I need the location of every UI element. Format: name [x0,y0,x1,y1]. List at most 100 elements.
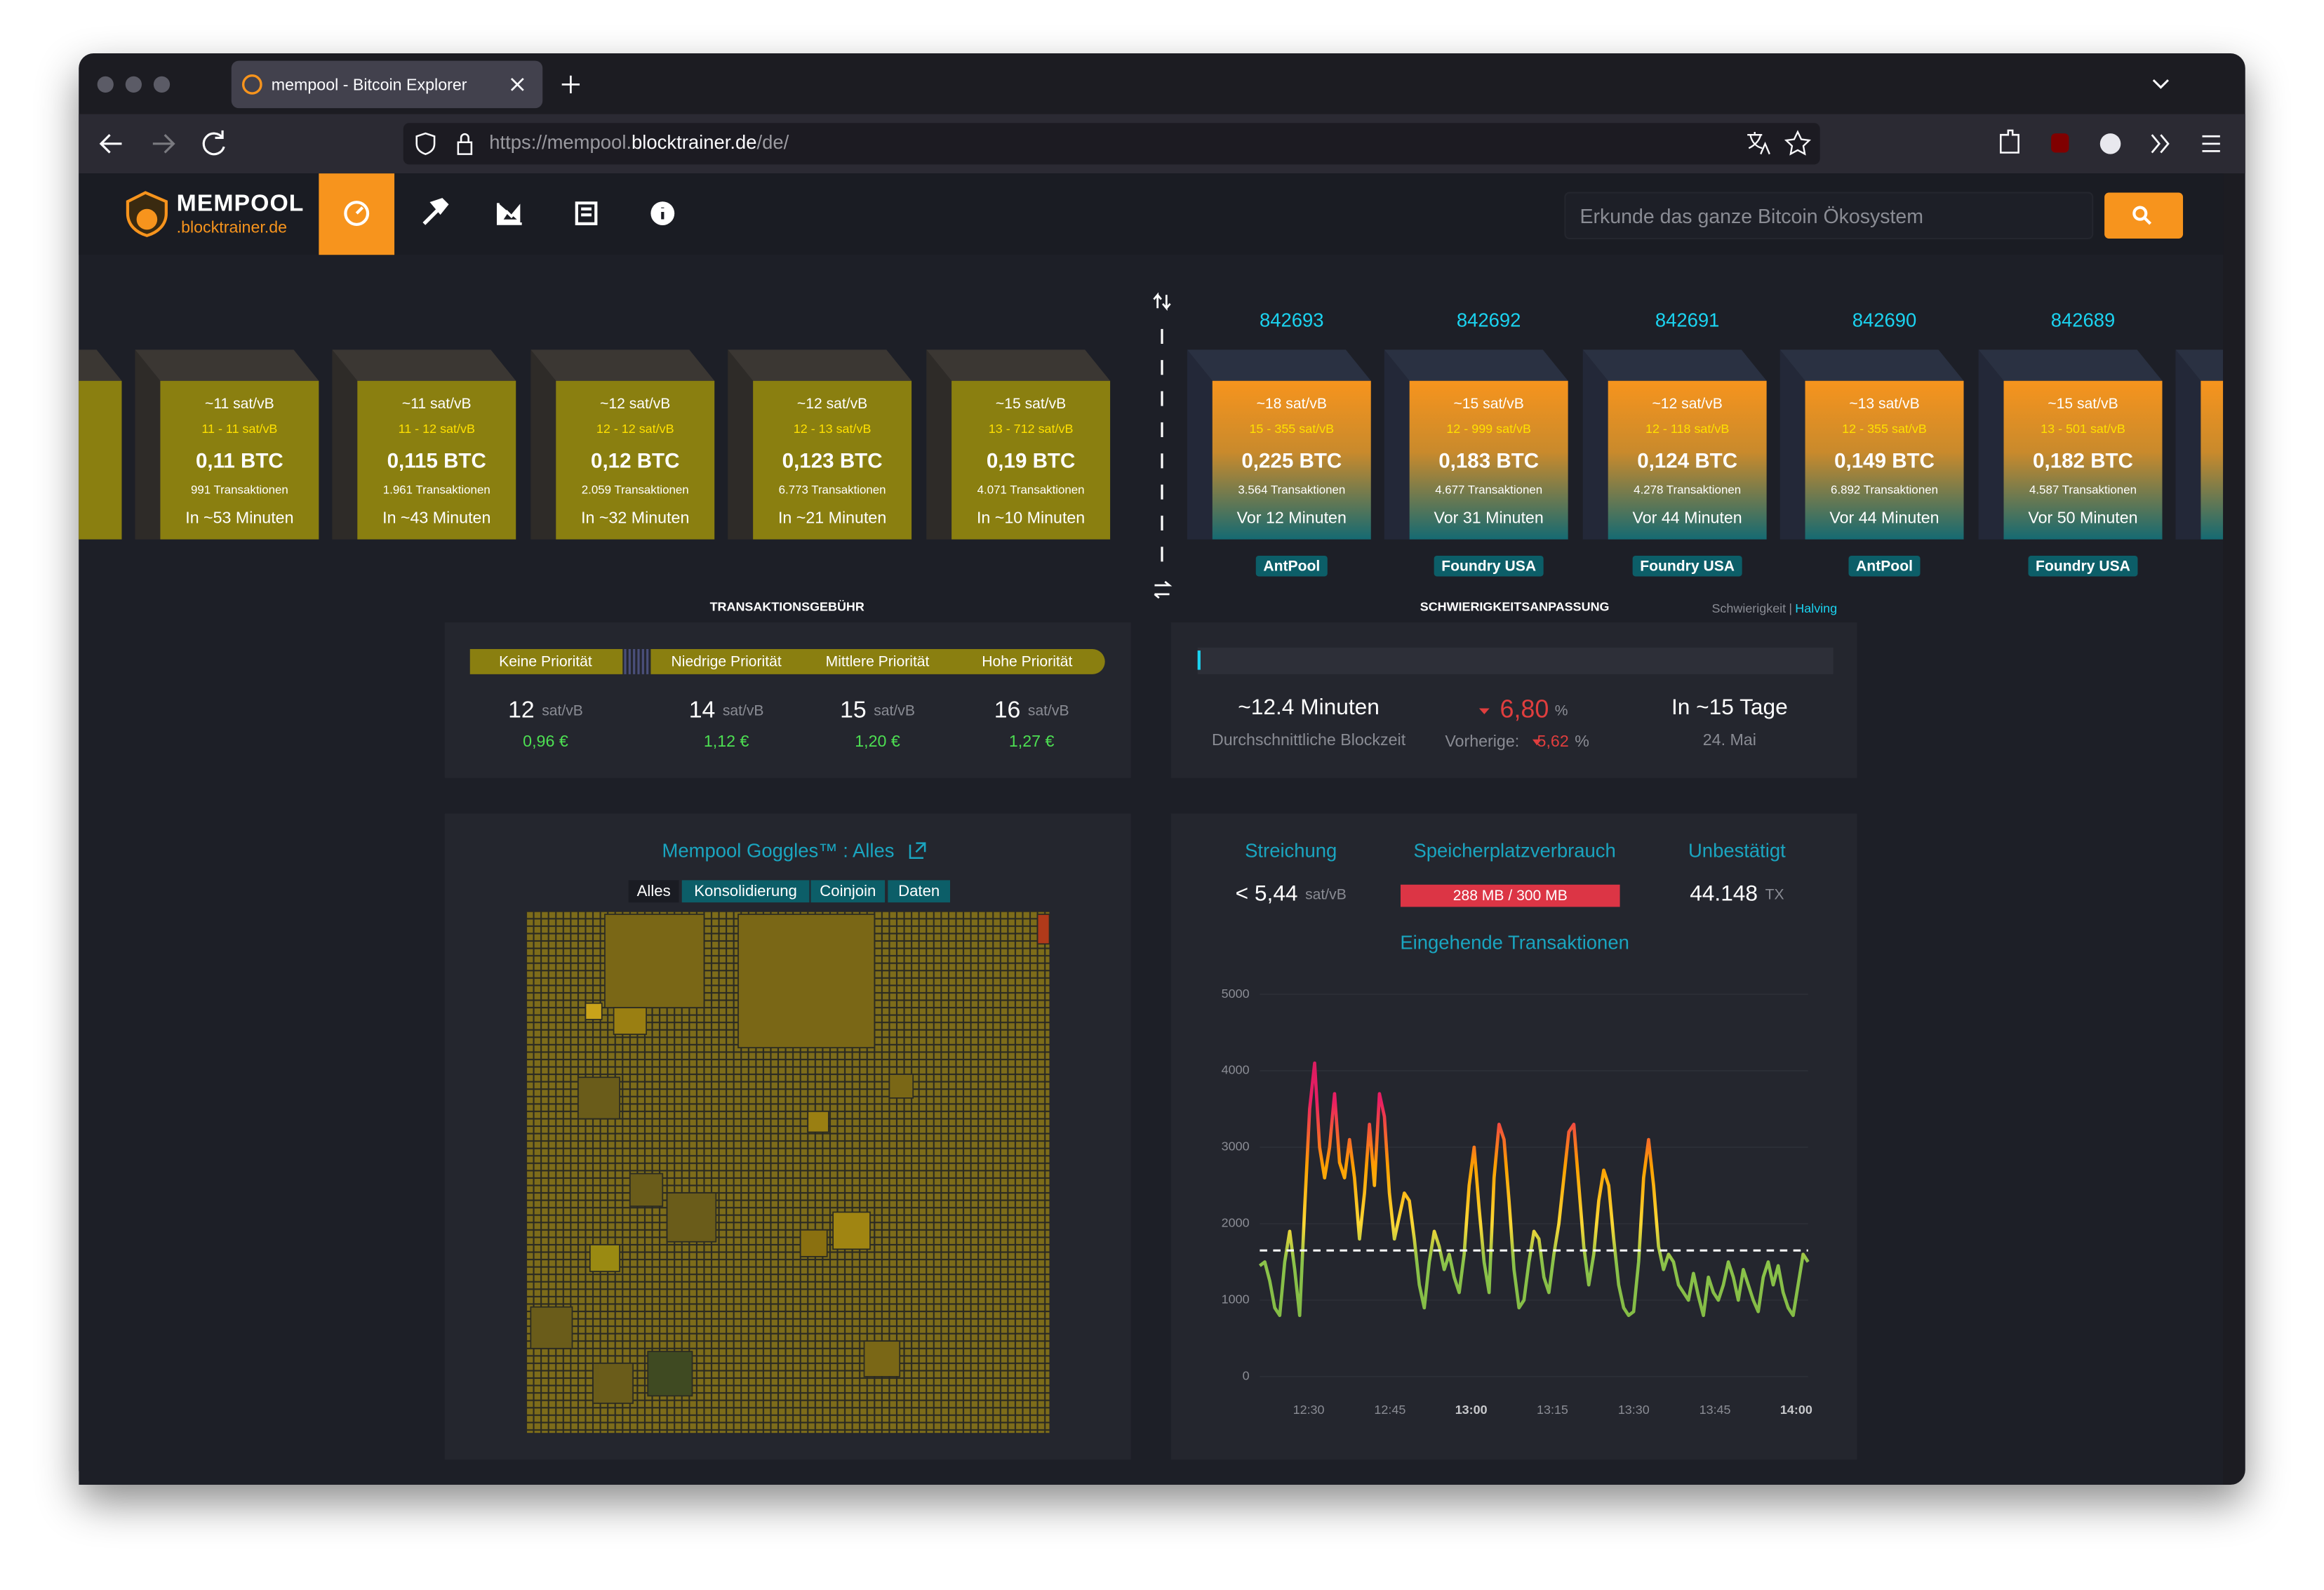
treemap-tx[interactable] [832,1211,871,1250]
nav-tools[interactable] [422,198,449,225]
menu-icon[interactable] [2202,135,2220,152]
previous-label: Vorherige: [1445,732,1519,750]
treemap-tx[interactable] [629,1173,664,1207]
filter-tab[interactable] [681,880,810,903]
block-time: In ~21 Minuten [778,508,886,526]
priority-bar-stripe [637,648,640,674]
mined-block-side [1978,349,2004,540]
block-fee-range: 15 - 355 sat/vB [1249,422,1334,436]
treemap-tx[interactable] [589,1244,620,1272]
extension-icon[interactable] [2000,129,2019,154]
nav-docs[interactable] [575,201,598,225]
nav-graphs[interactable] [496,203,522,225]
treemap-tx[interactable] [799,1229,828,1257]
x-tick-label: 13:00 [1455,1403,1488,1417]
filter-tab[interactable] [888,880,951,903]
shield-icon [415,132,436,155]
translate-icon[interactable] [1747,131,1770,155]
priority-bar-stripe [646,648,649,674]
treemap-tx[interactable] [666,1192,717,1243]
window-control[interactable] [125,76,142,93]
mined-block-front[interactable] [1805,380,1964,540]
window-control[interactable] [97,76,114,93]
mempool-block-front[interactable] [951,380,1111,540]
treemap-tx[interactable] [613,1007,647,1035]
logo-title: MEMPOOL [177,189,305,216]
previous-value: 5,62 [1537,732,1569,750]
treemap-tx[interactable] [592,1363,634,1404]
block-height: 842693 [1260,309,1324,331]
fee-rate: 16 [994,697,1021,723]
block-tx-count: 4.677 Transaktionen [1435,483,1542,496]
tab-list[interactable] [2152,79,2169,89]
memory-panel [1170,813,1857,1460]
ublock-icon[interactable] [2051,133,2069,153]
tab-difficulty[interactable]: Schwierigkeit [1711,601,1786,615]
filter-tab[interactable] [628,880,679,903]
mined-block-front[interactable] [1212,380,1371,540]
block-time: Vor 12 Minuten [1237,508,1347,526]
nav-dashboard-active[interactable] [319,173,395,255]
priority-rate: 16 sat/vB [994,697,1069,723]
treemap-tx[interactable] [585,1002,603,1020]
treemap-tx[interactable] [577,1076,620,1120]
x-tick-label: 13:45 [1699,1403,1731,1417]
url-bar[interactable] [403,123,1820,165]
treemap-tx[interactable] [863,1340,901,1377]
search-input[interactable] [1564,192,2094,240]
memory-usage-bar [1401,884,1620,907]
mempool-block-top [79,349,122,381]
block-size: 0,124 BTC [1637,450,1737,473]
bookmark-star[interactable] [1784,130,1812,156]
priority-fiat: 0,96 € [523,732,568,750]
block-fee: ~11 sat/vB [402,396,472,412]
mempool-block-side [530,349,556,540]
block-size: 0,225 BTC [1241,450,1342,473]
search-button[interactable] [2104,192,2184,239]
mined-block-front[interactable] [1608,380,1767,540]
priority-fiat: 1,12 € [704,732,749,750]
mined-block-front[interactable] [2003,380,2163,540]
mempool-block-top [530,349,715,381]
mempool-block-front[interactable] [160,380,319,540]
treemap-tx[interactable] [647,1351,693,1397]
mempool-block-top [728,349,912,381]
unconfirmed-value: 44.148 TX [1690,881,1784,906]
fee-unit: sat/vB [1028,702,1069,719]
mined-block-side [2175,349,2201,540]
block-time: In ~32 Minuten [581,508,689,526]
mempool-block-front[interactable] [556,380,715,540]
tab-close[interactable] [510,77,524,91]
vpn-icon[interactable] [2099,133,2121,154]
tab-halving[interactable]: Halving [1795,601,1837,615]
new-tab[interactable] [561,75,580,94]
reload-button[interactable] [202,130,225,156]
active-tab[interactable] [231,60,543,109]
difficulty-progress-fill [1197,650,1201,670]
treemap-tx[interactable] [888,1074,914,1099]
unconfirmed-unit: TX [1765,886,1784,902]
mined-block-front[interactable] [1409,380,1568,540]
filter-tab[interactable] [810,880,886,903]
block-tx-count: 6.892 Transaktionen [1831,483,1938,496]
mempool-block-front[interactable] [753,380,912,540]
stat-label: Speicherplatzverbrauch [1413,840,1615,862]
purge-rate: < 5,44 [1236,881,1298,906]
treemap-tx[interactable] [1036,914,1050,945]
overflow-icon[interactable] [2151,134,2170,154]
block-time: Vor 44 Minuten [1633,508,1742,526]
mempool-block-front[interactable] [357,380,516,540]
treemap-tx[interactable] [807,1111,829,1133]
treemap-tx[interactable] [737,914,876,1048]
forward-button[interactable] [152,134,175,154]
priority-label: Hohe Priorität [982,654,1072,670]
filter-label: Daten [898,882,940,900]
block-time: In ~43 Minuten [382,508,490,526]
web-page: MEMPOOL .blocktrainer.de Erkunde das ganze… [79,173,2224,1485]
block-height: 842692 [1457,309,1521,331]
window-control[interactable] [153,76,171,93]
treemap-tx[interactable] [530,1306,573,1349]
change-value: 6,80 [1500,695,1549,723]
back-button[interactable] [99,134,122,154]
treemap-tx[interactable] [604,914,705,1008]
